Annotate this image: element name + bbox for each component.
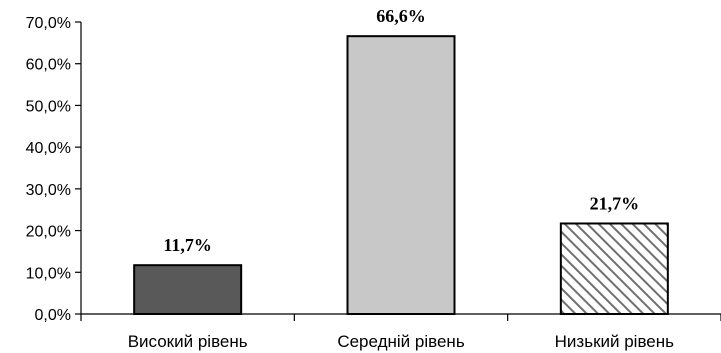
- y-axis: 0,0% 10,0% 20,0% 30,0% 40,0% 50,0% 60,0% 70,0%: [26, 15, 82, 324]
- data-label: 66,6%: [376, 6, 426, 26]
- y-tick-label: 0,0%: [35, 307, 71, 324]
- y-tick-label: 40,0%: [26, 140, 71, 157]
- data-label: 11,7%: [163, 235, 212, 255]
- x-axis: Високий рівень Середній рівень Низький рів…: [80, 313, 721, 351]
- y-tick-label: 10,0%: [26, 265, 71, 282]
- y-tick-label: 70,0%: [26, 15, 71, 32]
- bar-2: [346, 35, 456, 315]
- x-category-label: Низький рівень: [555, 332, 674, 351]
- bar-1: [133, 264, 243, 315]
- bar-3: [559, 222, 669, 315]
- x-category-label: Середній рівень: [337, 332, 464, 351]
- x-category-label: Високий рівень: [128, 332, 248, 351]
- data-label: 21,7%: [590, 193, 640, 213]
- y-tick-label: 60,0%: [26, 57, 71, 74]
- y-tick-label: 30,0%: [26, 182, 71, 199]
- y-tick-label: 50,0%: [26, 98, 71, 115]
- bars: 11,7% 66,6% 21,7%: [133, 6, 669, 315]
- y-tick-label: 20,0%: [26, 224, 71, 241]
